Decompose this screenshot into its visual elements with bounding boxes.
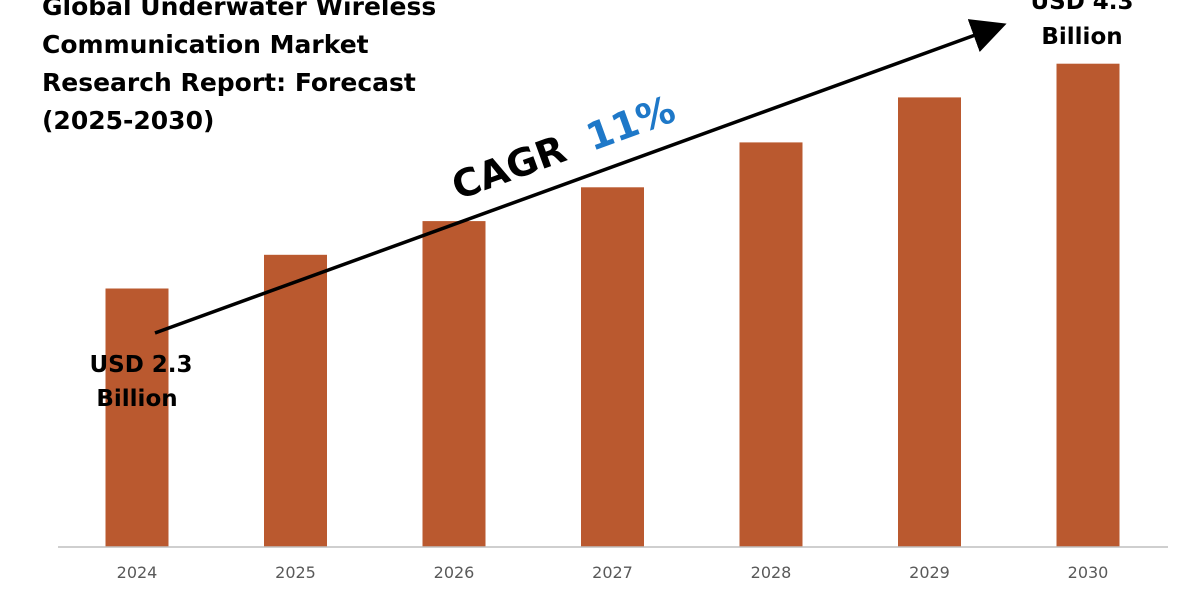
cagr-annotation: CAGR 11%	[154, 19, 1007, 335]
end-value-line-1: USD 4.3	[1030, 0, 1133, 15]
x-tick-label-2027: 2027	[592, 563, 633, 582]
chart-title-line-2: Communication Market	[42, 30, 369, 59]
x-tick-label-2030: 2030	[1068, 563, 1109, 582]
bars-layer	[105, 63, 1120, 548]
start-value-line-1: USD 2.3	[89, 352, 192, 378]
bar-2026	[422, 221, 486, 547]
end-value-line-2: Billion	[1041, 24, 1122, 50]
start-value-label: USD 2.3 Billion	[89, 352, 192, 412]
bar-2025	[264, 254, 327, 548]
bar-2027	[581, 187, 644, 548]
bar-2029	[898, 97, 961, 548]
x-tick-labels: 2024 2025 2026 2027 2028 2029 2030	[117, 563, 1109, 582]
end-value-label: USD 4.3 Billion	[1030, 0, 1133, 50]
x-tick-label-2025: 2025	[275, 563, 316, 582]
x-tick-label-2028: 2028	[751, 563, 792, 582]
x-tick-label-2024: 2024	[117, 563, 158, 582]
bar-2030	[1056, 63, 1120, 547]
chart-title-line-1: Global Underwater Wireless	[42, 0, 437, 21]
cagr-label: CAGR 11%	[446, 87, 681, 208]
chart-title: Global Underwater Wireless Communication…	[42, 0, 462, 140]
bar-2024	[105, 288, 169, 547]
x-tick-label-2026: 2026	[434, 563, 475, 582]
cagr-trend-arrow	[154, 19, 1007, 335]
bar-2028	[739, 142, 803, 547]
x-tick-label-2029: 2029	[909, 563, 950, 582]
chart-title-line-4: (2025-2030)	[42, 106, 215, 135]
start-value-line-2: Billion	[96, 386, 177, 412]
cagr-prefix: CAGR	[446, 127, 572, 209]
chart-title-line-3: Research Report: Forecast	[42, 68, 416, 97]
